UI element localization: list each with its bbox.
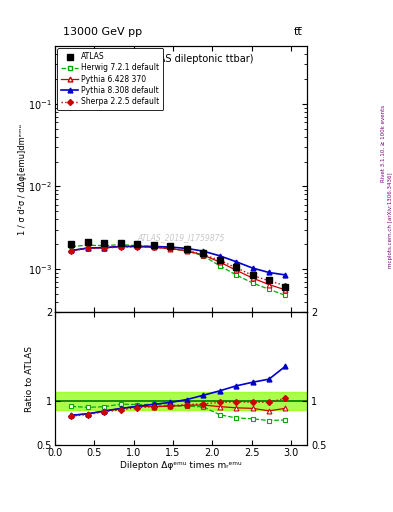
Text: Rivet 3.1.10, ≥ 100k events: Rivet 3.1.10, ≥ 100k events xyxy=(381,105,386,182)
Text: ATLAS_2019_I1759875: ATLAS_2019_I1759875 xyxy=(137,233,224,242)
Legend: ATLAS, Herwig 7.2.1 default, Pythia 6.428 370, Pythia 8.308 default, Sherpa 2.2.: ATLAS, Herwig 7.2.1 default, Pythia 6.42… xyxy=(57,48,163,110)
X-axis label: Dilepton Δφᵉᵐᵘ times mᵣᵉᵐᵘ: Dilepton Δφᵉᵐᵘ times mᵣᵉᵐᵘ xyxy=(120,461,242,470)
Text: Δφ(ll) (ATLAS dileptonic ttbar): Δφ(ll) (ATLAS dileptonic ttbar) xyxy=(108,54,253,64)
Y-axis label: Ratio to ATLAS: Ratio to ATLAS xyxy=(25,346,34,412)
Text: 13000 GeV pp: 13000 GeV pp xyxy=(63,27,142,37)
Text: mcplots.cern.ch [arXiv:1306.3436]: mcplots.cern.ch [arXiv:1306.3436] xyxy=(388,173,393,268)
Bar xyxy=(55,392,307,410)
Y-axis label: 1 / σ d²σ / dΔφ[emu]dmᵉᵐᵘ: 1 / σ d²σ / dΔφ[emu]dmᵉᵐᵘ xyxy=(18,124,27,234)
Text: tt̅: tt̅ xyxy=(294,27,303,37)
